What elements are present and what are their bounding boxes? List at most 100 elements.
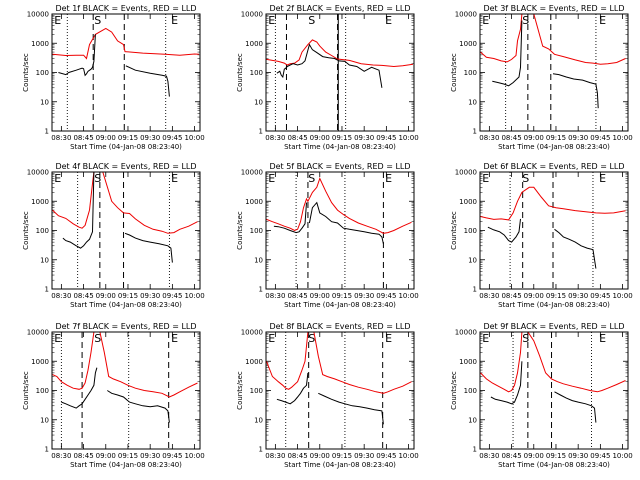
period-marker-s: S	[522, 172, 529, 185]
x-tick-label: 09:30	[140, 292, 160, 300]
series-line-events	[58, 34, 170, 97]
x-tick-label: 09:15	[546, 134, 566, 142]
x-axis-label: Start Time (04-Jan-08 08:23:40)	[284, 301, 396, 309]
y-tick-label: 1	[259, 286, 263, 294]
x-tick-label: 09:30	[354, 134, 374, 142]
x-tick-label: 09:15	[118, 292, 138, 300]
series-line-lld	[266, 39, 414, 68]
y-axis-label: Counts/sec	[22, 371, 30, 410]
x-tick-label: 09:15	[118, 134, 138, 142]
x-tick-label: 09:00	[310, 292, 330, 300]
period-marker-e: E	[482, 14, 489, 27]
y-axis-label: Counts/sec	[450, 211, 458, 250]
panel-title: Det 3f BLACK = Events, RED = LLD	[483, 4, 624, 13]
plot-frame	[265, 13, 415, 132]
x-axis-label: Start Time (04-Jan-08 08:23:40)	[70, 461, 182, 469]
y-axis-label: Counts/sec	[236, 53, 244, 92]
x-tick-label: 10:00	[184, 452, 204, 460]
period-marker-e: E	[385, 332, 392, 345]
y-tick-label: 10	[40, 256, 49, 264]
y-tick-label: 100	[36, 227, 49, 235]
x-tick-label: 09:00	[310, 452, 330, 460]
y-tick-label: 1	[45, 128, 49, 136]
y-tick-label: 1000	[459, 198, 477, 206]
y-tick-label: 10	[254, 256, 263, 264]
x-axis-label: Start Time (04-Jan-08 08:23:40)	[498, 301, 610, 309]
series-line-lld	[266, 177, 412, 234]
series-line-lld	[266, 332, 412, 394]
x-tick-label: 09:45	[590, 134, 610, 142]
x-tick-label: 08:45	[287, 134, 307, 142]
x-tick-label: 08:30	[51, 292, 71, 300]
y-tick-label: 1000	[245, 40, 263, 48]
x-axis-label: Start Time (04-Jan-08 08:23:40)	[498, 461, 610, 469]
y-axis-label: Counts/sec	[450, 53, 458, 92]
x-axis-label: Start Time (04-Jan-08 08:23:40)	[284, 461, 396, 469]
y-tick-label: 1	[473, 286, 477, 294]
x-tick-label: 09:00	[96, 292, 116, 300]
x-tick-label: 09:30	[354, 292, 374, 300]
x-axis-label: Start Time (04-Jan-08 08:23:40)	[284, 143, 396, 151]
x-tick-label: 09:30	[354, 452, 374, 460]
x-tick-label: 08:45	[73, 452, 93, 460]
x-tick-label: 08:30	[479, 134, 499, 142]
x-tick-label: 09:45	[162, 134, 182, 142]
y-tick-label: 10000	[241, 11, 263, 19]
x-tick-label: 09:15	[546, 452, 566, 460]
period-marker-e: E	[268, 172, 275, 185]
series-line-events	[492, 20, 599, 109]
x-axis-label: Start Time (04-Jan-08 08:23:40)	[70, 301, 182, 309]
period-marker-e: E	[171, 14, 178, 27]
x-tick-label: 08:45	[73, 292, 93, 300]
y-axis-label: Counts/sec	[22, 53, 30, 92]
y-tick-label: 10	[254, 98, 263, 106]
period-marker-e: E	[385, 14, 392, 27]
panel-title: Det 2f BLACK = Events, RED = LLD	[269, 4, 410, 13]
y-axis-label: Counts/sec	[236, 211, 244, 250]
x-tick-label: 09:45	[376, 134, 396, 142]
y-tick-label: 10	[40, 98, 49, 106]
period-marker-e: E	[171, 332, 178, 345]
period-marker-e: E	[54, 14, 61, 27]
x-tick-label: 10:00	[398, 292, 418, 300]
x-tick-label: 09:45	[376, 292, 396, 300]
x-tick-label: 09:15	[332, 452, 352, 460]
plot-frame	[479, 331, 629, 450]
y-tick-label: 10000	[455, 11, 477, 19]
period-marker-s: S	[522, 14, 529, 27]
x-tick-label: 10:00	[612, 452, 632, 460]
period-marker-s: S	[94, 172, 101, 185]
x-tick-label: 08:30	[265, 292, 285, 300]
plot-frame	[479, 13, 629, 132]
y-tick-label: 10000	[27, 169, 49, 177]
y-tick-label: 100	[250, 387, 263, 395]
y-tick-label: 10000	[27, 11, 49, 19]
x-axis-label: Start Time (04-Jan-08 08:23:40)	[498, 143, 610, 151]
x-tick-label: 08:45	[73, 134, 93, 142]
chart-panel-3: Det 3f BLACK = Events, RED = LLD 1 10 100 10…	[450, 4, 633, 151]
series-line-events	[487, 218, 597, 269]
plot-frame	[51, 13, 201, 132]
period-marker-e: E	[482, 172, 489, 185]
x-tick-label: 08:30	[479, 452, 499, 460]
y-tick-label: 10000	[241, 329, 263, 337]
y-tick-label: 100	[250, 227, 263, 235]
y-tick-label: 1	[45, 446, 49, 454]
y-tick-label: 1000	[459, 358, 477, 366]
x-tick-label: 09:30	[140, 134, 160, 142]
x-tick-label: 08:45	[287, 292, 307, 300]
period-marker-e: E	[599, 332, 606, 345]
x-tick-label: 08:30	[265, 134, 285, 142]
x-tick-label: 09:15	[118, 452, 138, 460]
chart-panel-5: Det 5f BLACK = Events, RED = LLD 1 10 100 10…	[236, 162, 419, 309]
y-tick-label: 10	[468, 98, 477, 106]
x-tick-label: 09:45	[590, 292, 610, 300]
x-tick-label: 09:00	[524, 452, 544, 460]
y-tick-label: 1000	[245, 358, 263, 366]
y-tick-label: 10	[254, 416, 263, 424]
chart-panel-1: Det 1f BLACK = Events, RED = LLD 1 10 100 10…	[22, 4, 205, 151]
plot-frame	[265, 171, 415, 290]
chart-panel-9: Det 9f BLACK = Events, RED = LLD 1 10 100 10…	[450, 322, 633, 469]
y-tick-label: 100	[464, 387, 477, 395]
